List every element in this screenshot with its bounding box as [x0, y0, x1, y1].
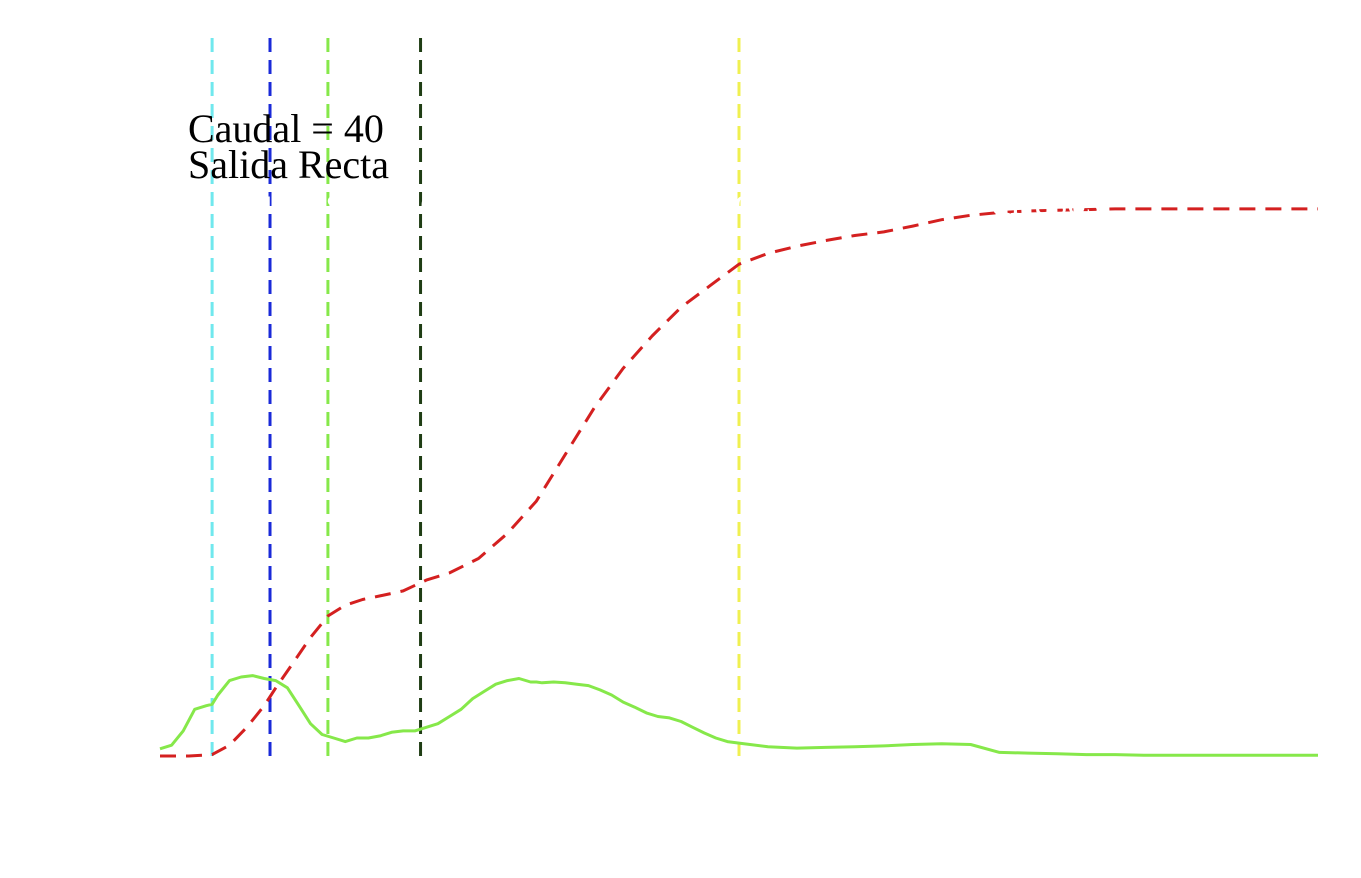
- legend-line-3: Las líneas verticales son los límites de…: [188, 181, 1101, 223]
- solid-series-line: [159, 674, 1318, 757]
- legend-line-2: Salida Recta: [188, 142, 389, 187]
- x-tick-label: 50: [435, 782, 465, 815]
- y-tick-label: 100: [99, 23, 144, 56]
- x-tick-label: 100: [717, 782, 762, 815]
- legend: Caudal = 40 Salida Recta Las líneas vert…: [188, 106, 1101, 223]
- y-tick-label: 20: [114, 597, 144, 630]
- y-tick-label: 80: [114, 167, 144, 200]
- x-tick-label: 150: [1006, 782, 1051, 815]
- y-tick-label: 40: [114, 454, 144, 487]
- y-axis-title: Porcentaje: [10, 321, 50, 473]
- x-tick-label: 200: [1296, 782, 1341, 815]
- axis-ticks: 0 50 100 150 200 0 20 40 60 80 100: [99, 23, 1341, 815]
- y-tick-label: 0: [129, 741, 144, 774]
- y-tick-label: 60: [114, 310, 144, 343]
- x-tick-label: 0: [153, 782, 168, 815]
- legend-line-1: Caudal = 40: [188, 106, 384, 151]
- fuzzy-set-boundaries: [210, 38, 741, 756]
- dashed-series-line: [160, 207, 1318, 758]
- series-lines: [159, 207, 1318, 758]
- x-axis-title: Tiempo: [684, 826, 795, 866]
